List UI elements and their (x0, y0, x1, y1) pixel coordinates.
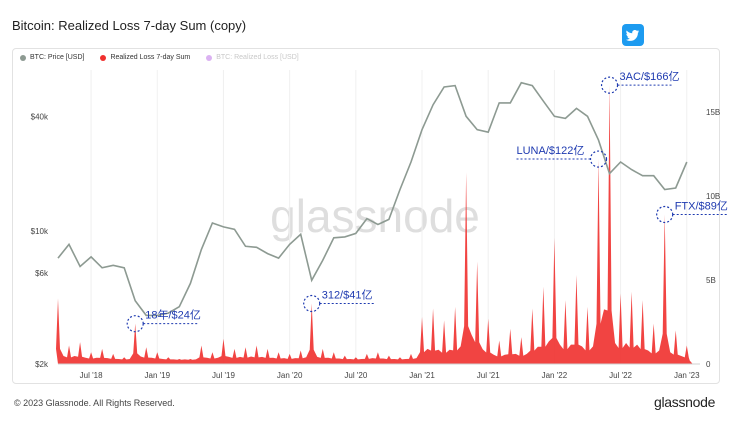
watermark-text: glassnode (270, 190, 480, 242)
y-right-tick-label: 10B (706, 192, 720, 201)
y-right-tick-label: 5B (706, 276, 716, 285)
legend-dot-price (20, 54, 26, 61)
annotation-label: 18年/$24亿 (145, 308, 201, 322)
twitter-bird-glyph (626, 30, 639, 41)
annotation-label: FTX/$89亿 (675, 199, 728, 212)
x-tick-label: Jul '18 (80, 371, 103, 380)
legend-label-realized-loss-7d: Realized Loss 7-day Sum (110, 54, 191, 61)
glassnode-logo: glassnode (654, 394, 716, 410)
x-tick-label: Jul '21 (477, 371, 500, 380)
legend-dot-realized-loss (206, 54, 213, 61)
y-right-tick-label: 15B (706, 108, 720, 117)
legend-dot-realized-loss-7d (100, 54, 107, 61)
x-tick-label: Jan '19 (145, 371, 171, 380)
legend-item-realized-loss[interactable]: BTC: Realized Loss [USD] (206, 54, 299, 61)
x-tick-label: Jan '20 (277, 371, 303, 380)
chart-legend: BTC: Price [USD] Realized Loss 7-day Sum… (20, 54, 299, 61)
x-tick-label: Jul '22 (609, 371, 632, 380)
y-right-tick-label: 0 (706, 360, 711, 369)
x-tick-label: Jan '23 (674, 371, 700, 380)
x-tick-label: Jul '19 (212, 371, 235, 380)
annotation-label: 312/$41亿 (322, 289, 373, 302)
y-left-tick-label: $40k (31, 112, 49, 121)
annotation-label: LUNA/$122亿 (517, 144, 585, 157)
legend-label-price: BTC: Price [USD] (30, 54, 85, 61)
x-tick-label: Jul '20 (344, 371, 367, 380)
price-layer (57, 81, 688, 317)
legend-item-price[interactable]: BTC: Price [USD] (20, 54, 84, 61)
x-tick-label: Jan '22 (542, 371, 568, 380)
legend-item-realized-loss-7d[interactable]: Realized Loss 7-day Sum (100, 54, 190, 61)
annotation-label: 3AC/$166亿 (620, 70, 680, 83)
legend-label-realized-loss: BTC: Realized Loss [USD] (216, 54, 299, 61)
axis-layer: Jul '18 Jan '19 Jul '19 Jan '20 Jul '20 Jan '… (31, 108, 721, 380)
twitter-icon[interactable] (622, 24, 644, 46)
y-left-tick-label: $2k (35, 360, 49, 369)
copyright-footer: © 2023 Glassnode. All Rights Reserved. (14, 398, 175, 408)
y-left-tick-label: $10k (31, 227, 49, 236)
x-tick-label: Jan '21 (409, 371, 435, 380)
series-btc-price-line (57, 81, 688, 317)
annotation-layer: 18年/$24亿 312/$41亿 LUNA/$122亿 3AC/$166亿 FTX/$… (126, 70, 728, 333)
y-left-tick-label: $6k (35, 269, 49, 278)
chart-title: Bitcoin: Realized Loss 7-day Sum (copy) (12, 18, 247, 33)
